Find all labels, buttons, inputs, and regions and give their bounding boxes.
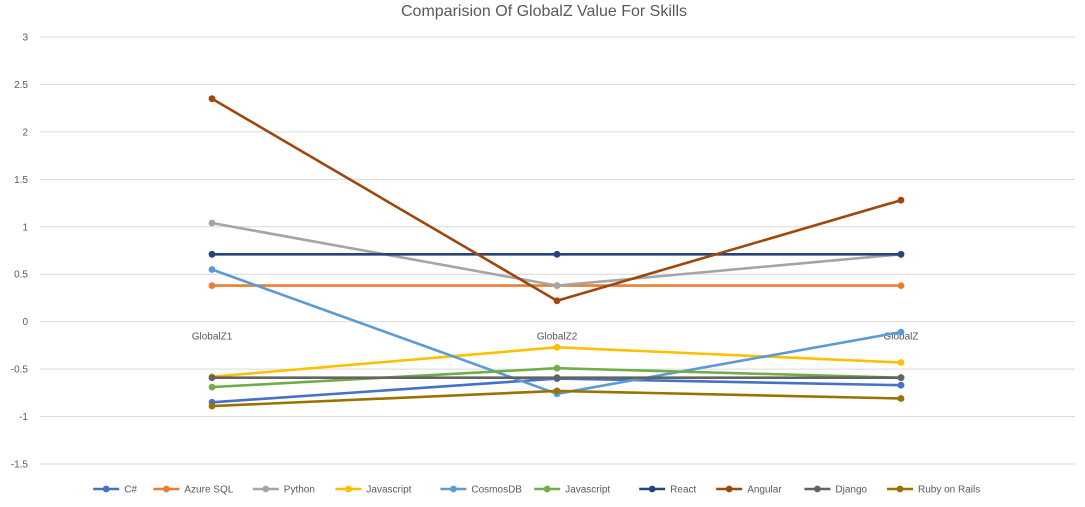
legend-label: Javascript — [366, 485, 411, 496]
data-point — [553, 387, 561, 395]
data-point — [897, 196, 905, 204]
x-category-label: GlobalZ2 — [537, 332, 578, 343]
legend-label: Angular — [747, 485, 782, 496]
data-point — [897, 282, 905, 289]
category-labels: GlobalZ1 GlobalZ2 GlobalZ — [192, 332, 919, 343]
y-tick-label: -0.5 — [11, 365, 29, 376]
data-point — [208, 95, 216, 103]
data-point — [208, 383, 216, 391]
legend-item: Angular — [716, 485, 782, 496]
legend-label: Python — [284, 485, 315, 496]
data-point — [208, 402, 216, 410]
legend-marker — [648, 485, 656, 493]
y-axis-ticks: 3 2.5 2 1.5 1 0.5 0 -0.5 -1 -1.5 — [11, 33, 29, 471]
data-point — [208, 266, 216, 273]
legend-marker — [262, 485, 270, 493]
series-line — [210, 97, 903, 303]
y-tick-label: 0.5 — [14, 270, 28, 281]
legend-marker — [725, 485, 733, 493]
series-7 — [208, 95, 905, 305]
x-category-label: GlobalZ — [883, 332, 918, 343]
data-point — [553, 282, 561, 289]
data-point — [897, 328, 905, 336]
y-tick-label: -1.5 — [11, 460, 29, 471]
legend-item: C# — [93, 485, 137, 496]
series-6 — [208, 250, 905, 258]
legend-item: Ruby on Rails — [887, 485, 980, 496]
series-lines — [208, 95, 905, 410]
y-tick-label: -1 — [19, 412, 28, 423]
data-point — [553, 364, 561, 372]
y-tick-label: 1.5 — [14, 175, 28, 186]
legend-label: Javascript — [565, 485, 610, 496]
legend-marker — [896, 485, 904, 493]
data-point — [208, 282, 216, 289]
data-point — [897, 250, 905, 258]
legend-label: Ruby on Rails — [918, 485, 980, 496]
data-point — [897, 359, 905, 366]
legend-item: React — [639, 485, 697, 496]
chart-title: Comparision Of GlobalZ Value For Skills — [401, 3, 687, 20]
data-point — [897, 381, 905, 389]
legend-item: Javascript — [335, 485, 412, 496]
gridlines — [40, 36, 1075, 465]
y-tick-label: 2.5 — [14, 80, 28, 91]
legend-marker — [345, 485, 352, 493]
legend-label: CosmosDB — [471, 485, 522, 496]
legend-item: Javascript — [534, 485, 610, 496]
y-tick-label: 1 — [22, 222, 28, 233]
legend-marker — [814, 485, 821, 493]
legend: C# Azure SQL Python Javascript CosmosDB Javas… — [93, 485, 980, 496]
y-tick-label: 3 — [22, 33, 28, 44]
series-8 — [208, 374, 905, 382]
data-point — [553, 343, 561, 351]
data-point — [208, 374, 216, 382]
data-point — [208, 219, 216, 227]
data-point — [553, 250, 561, 258]
legend-marker — [163, 485, 170, 493]
legend-item: Python — [252, 485, 315, 496]
legend-item: CosmosDB — [440, 485, 522, 496]
y-tick-label: 2 — [22, 127, 28, 138]
legend-marker — [450, 485, 457, 493]
legend-marker — [543, 485, 551, 493]
series-9 — [208, 387, 905, 410]
data-point — [208, 250, 216, 258]
legend-marker — [102, 485, 110, 493]
data-point — [897, 395, 905, 402]
x-category-label: GlobalZ1 — [192, 332, 233, 343]
data-point — [553, 374, 561, 382]
legend-item: Django — [804, 485, 868, 496]
legend-label: Django — [835, 485, 867, 496]
legend-label: C# — [124, 485, 137, 496]
y-tick-label: 0 — [22, 317, 28, 328]
data-point — [553, 297, 561, 305]
legend-label: Azure SQL — [184, 485, 233, 496]
data-point — [897, 374, 905, 382]
legend-label: React — [670, 485, 696, 496]
legend-item: Azure SQL — [153, 485, 234, 496]
